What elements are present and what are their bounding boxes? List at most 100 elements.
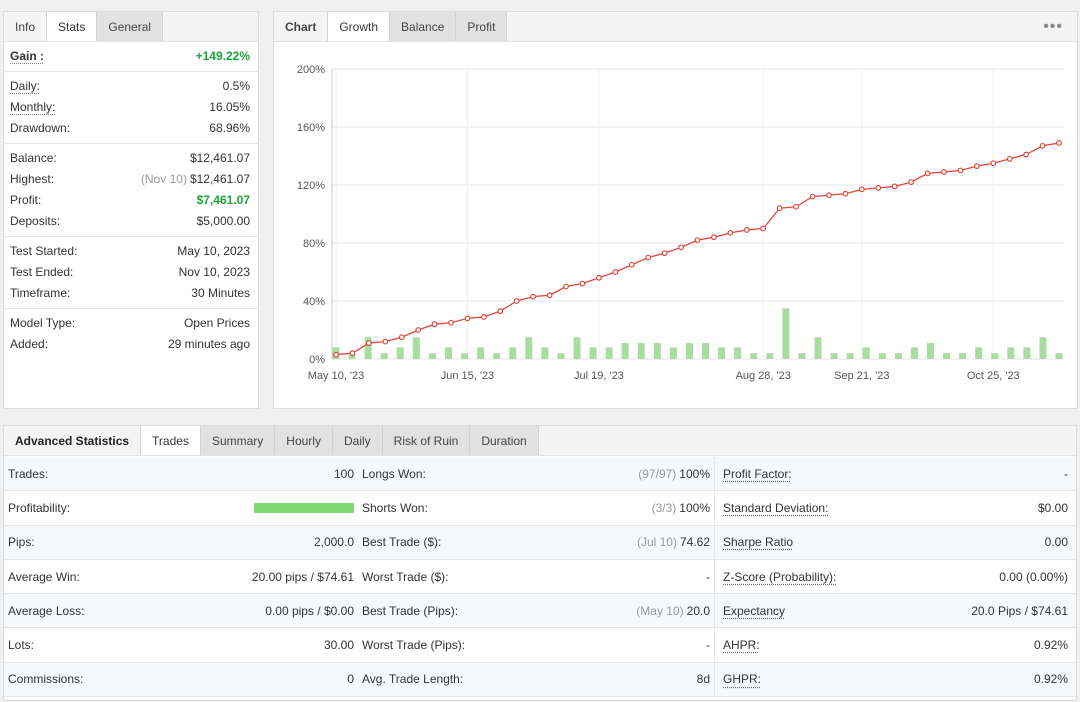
x-tick-label: Oct 25, '23 [967, 370, 1020, 382]
stat-value: 20.0 Pips / $74.61 [971, 603, 1068, 618]
stat-cell: Worst Trade (Pips): - [358, 628, 715, 662]
stat-value: 100% [679, 466, 710, 481]
bar [525, 337, 533, 359]
profit-value: $7,461.07 [196, 193, 250, 207]
bar [557, 353, 565, 359]
tab-profit[interactable]: Profit [456, 12, 508, 41]
y-tick-label: 120% [297, 180, 325, 192]
stats-tabs: Info Stats General [4, 12, 258, 42]
stat-value-wrap: - [703, 570, 710, 584]
stat-value-wrap: 20.0 Pips / $74.61 [971, 604, 1068, 618]
bar [959, 353, 967, 359]
drawdown-row: Drawdown: 68.96% [10, 118, 250, 139]
growth-point [1023, 151, 1030, 158]
stat-cell: Z-Score (Probability): 0.00 (0.00%) [719, 560, 1072, 593]
more-dots-icon[interactable]: ••• [1043, 18, 1063, 35]
stat-label[interactable]: AHPR: [723, 638, 760, 653]
stat-note: (3/3) [651, 500, 677, 515]
growth-point [398, 334, 405, 341]
tab-duration[interactable]: Duration [470, 426, 539, 455]
bar [477, 347, 485, 359]
bar [605, 347, 613, 359]
growth-point [546, 292, 553, 299]
growth-point [1039, 142, 1046, 149]
stat-cell: Best Trade (Pips): (May 10) 20.0 [358, 594, 715, 628]
test-started-label: Test Started: [10, 244, 78, 258]
gain-value: +149.22% [195, 49, 250, 63]
table-row: Commissions: 0 Avg. Trade Length: 8d GHPR: 0.… [4, 662, 1076, 698]
bar [830, 353, 838, 359]
table-row: Lots: 30.00 Worst Trade (Pips): - AHPR: 0.92% [4, 628, 1076, 663]
stat-value-wrap: 0 [347, 672, 354, 686]
stat-label[interactable]: Z-Score (Probability): [723, 569, 837, 584]
growth-point [431, 321, 438, 328]
stat-value: 0 [347, 672, 354, 687]
growth-point [941, 169, 947, 175]
model-group: Model Type: Open Prices Added: 29 minute… [4, 309, 258, 359]
growth-point [513, 298, 520, 304]
growth-point [743, 227, 750, 233]
stat-label[interactable]: Sharpe Ratio [723, 535, 794, 550]
stat-value: 20.00 pips / $74.61 [251, 569, 354, 584]
bar [685, 343, 693, 359]
growth-point [711, 234, 717, 241]
tab-summary[interactable]: Summary [200, 426, 276, 455]
growth-point [628, 261, 635, 268]
monthly-row: Monthly: 16.05% [10, 97, 250, 118]
growth-point [579, 280, 586, 287]
bar [846, 353, 854, 359]
bar [975, 347, 983, 359]
growth-point [973, 163, 980, 170]
daily-label[interactable]: Daily: [10, 79, 41, 93]
bar [1023, 347, 1031, 359]
stat-cell: Shorts Won: (3/3) 100% [358, 491, 715, 525]
bar [1007, 347, 1015, 359]
stat-label[interactable]: Standard Deviation: [723, 500, 829, 515]
growth-point [678, 244, 684, 251]
growth-point [661, 250, 668, 257]
tab-daily[interactable]: Daily [332, 426, 383, 455]
advanced-stats-panel: Advanced Statistics Trades Summary Hourl… [3, 425, 1077, 701]
highest-row: Highest: (Nov 10) $12,461.07 [10, 169, 250, 190]
timeframe-label: Timeframe: [10, 286, 71, 300]
stat-value: 2,000.0 [313, 535, 354, 550]
tab-balance[interactable]: Balance [390, 12, 457, 41]
profit-row: Profit: $7,461.07 [10, 190, 250, 211]
test-started-row: Test Started: May 10, 2023 [10, 241, 250, 262]
deposits-label: Deposits: [10, 214, 61, 228]
chart-panel: Chart Growth Balance Profit ••• 200% 160%… [273, 11, 1078, 409]
tab-advanced-statistics[interactable]: Advanced Statistics [4, 426, 142, 455]
growth-point [563, 283, 569, 290]
bar [926, 343, 934, 359]
x-tick-label: May 10, '23 [308, 370, 365, 382]
stat-label[interactable]: Expectancy [723, 603, 786, 618]
stat-label: Profitability: [8, 500, 71, 515]
stat-value-wrap: 0.00 pips / $0.00 [265, 604, 354, 618]
tab-stats[interactable]: Stats [47, 12, 98, 41]
stat-cell: Avg. Trade Length: 8d [358, 662, 715, 697]
tab-trades[interactable]: Trades [141, 426, 201, 455]
stat-label: Shorts Won: [362, 500, 428, 515]
tab-risk-of-ruin[interactable]: Risk of Ruin [382, 426, 471, 455]
monthly-label[interactable]: Monthly: [10, 100, 56, 114]
stat-value-wrap: 0.00 (0.00%) [999, 570, 1068, 584]
stat-label: Avg. Trade Length: [362, 672, 464, 687]
bar [1039, 337, 1047, 359]
balance-label: Balance: [10, 151, 57, 165]
tab-growth[interactable]: Growth [328, 12, 391, 41]
bar [637, 343, 645, 359]
growth-point [957, 167, 964, 174]
stat-cell: Trades: 100 [4, 457, 358, 490]
tab-info[interactable]: Info [4, 12, 48, 41]
bar [348, 354, 356, 359]
stat-value-wrap: (3/3) 100% [652, 501, 710, 515]
gain-label[interactable]: Gain : [10, 49, 45, 63]
stat-value: - [706, 638, 710, 653]
stat-label[interactable]: Profit Factor: [723, 466, 792, 481]
stat-cell: Expectancy 20.0 Pips / $74.61 [719, 594, 1072, 627]
stat-label: Pips: [8, 535, 35, 550]
tab-hourly[interactable]: Hourly [275, 426, 333, 455]
tab-general[interactable]: General [97, 12, 164, 41]
stat-label[interactable]: GHPR: [723, 672, 762, 687]
tab-chart[interactable]: Chart [274, 12, 329, 41]
